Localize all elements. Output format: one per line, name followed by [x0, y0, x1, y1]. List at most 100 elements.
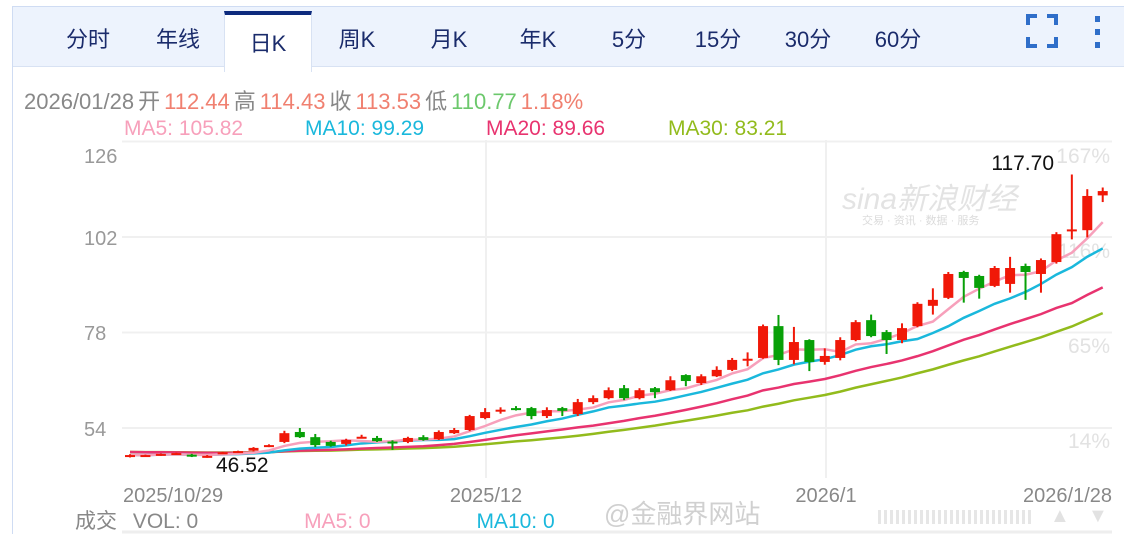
ma20-line: [129, 286, 1104, 455]
candle-body: [989, 268, 1000, 286]
candle-body: [603, 390, 614, 399]
candle-body: [1035, 260, 1046, 274]
tab-0[interactable]: 分时: [65, 27, 110, 52]
volume-label: 成交: [75, 510, 117, 533]
candle-body: [418, 437, 429, 440]
candle-body: [341, 439, 352, 444]
candle-body: [819, 355, 830, 362]
candle-body: [526, 408, 537, 417]
candle-body: [758, 326, 769, 358]
candle-body: [356, 436, 367, 439]
candle-body: [958, 271, 969, 278]
candle-body: [279, 433, 290, 442]
candle-body: [696, 376, 707, 384]
pct-tick-label: 116%: [1058, 240, 1110, 263]
ohlc-info: 2026/01/28 开 112.44 高 114.43 收 113.53 低 110.77 1.…: [24, 84, 587, 116]
candle-body: [449, 429, 460, 434]
candle-body: [433, 431, 444, 440]
candle-body: [649, 388, 660, 393]
tab-4[interactable]: 月K: [430, 27, 468, 52]
candle-body: [927, 299, 938, 306]
more-vertical-icon[interactable]: [1093, 16, 1103, 50]
candle-body: [310, 437, 321, 446]
close-value: 113.53: [355, 89, 422, 114]
scroll-down-icon[interactable]: ▼: [1088, 505, 1108, 527]
ma30-legend: MA30: 83.21: [668, 117, 788, 140]
candle-body: [202, 455, 213, 458]
candle-body: [773, 326, 784, 360]
candle-body: [402, 437, 413, 442]
candle-body: [387, 441, 398, 444]
candle-body: [186, 454, 197, 457]
ma10-legend: MA10: 99.29: [305, 117, 425, 140]
fullscreen-icon[interactable]: [1026, 14, 1058, 48]
candle-body: [1005, 268, 1016, 284]
candle-body: [912, 303, 923, 327]
candle-body: [881, 332, 892, 341]
tab-9[interactable]: 60分: [874, 27, 922, 52]
y-tick-label: 126: [84, 146, 117, 168]
candle-body: [1097, 191, 1108, 196]
vol-ma10: MA10: 0: [476, 510, 555, 533]
candle-body: [511, 408, 521, 411]
tab-5[interactable]: 年K: [519, 27, 557, 52]
date: 2026/01/28: [24, 89, 135, 114]
ma5-line: [130, 221, 1104, 457]
candle-body: [248, 447, 259, 451]
tab-6[interactable]: 5分: [611, 27, 647, 52]
y-tick-label: 102: [84, 228, 117, 250]
candle-body: [1066, 229, 1077, 232]
candle-body: [850, 322, 861, 341]
candle-body: [711, 369, 722, 377]
candle-body: [588, 398, 599, 403]
scroll-up-icon[interactable]: ▲: [1050, 505, 1070, 527]
x-tick-label: 2026/1/28: [1023, 485, 1112, 507]
ma20-legend: MA20: 89.66: [486, 117, 606, 140]
tab-2[interactable]: 日K: [224, 11, 312, 72]
high-value: 114.43: [259, 89, 326, 114]
close-label: 收: [329, 89, 352, 114]
low-label: 低: [425, 89, 448, 114]
volume-legend: 成交 VOL: 0 MA5: 0 MA10: 0: [75, 505, 555, 535]
pct-tick-label: 14%: [1068, 430, 1110, 453]
vol-ma5: MA5: 0: [304, 510, 371, 533]
change-pct: 1.18%: [520, 89, 584, 114]
candle-body: [943, 273, 954, 298]
candle-body: [263, 445, 274, 448]
candle-body: [634, 390, 645, 399]
candle-body: [897, 328, 907, 341]
volume-scrollbar[interactable]: [878, 510, 1032, 524]
x-tick-label: 2025/10/29: [123, 485, 223, 507]
candle-body: [974, 275, 985, 288]
min-price-label: 46.52: [216, 454, 269, 477]
y-tick-label: 54: [84, 419, 106, 441]
candle-body: [140, 455, 151, 458]
x-tick-label: 2025/12: [450, 485, 522, 507]
tab-1[interactable]: 年线: [155, 27, 200, 52]
candle-body: [480, 412, 491, 419]
candle-body: [464, 416, 475, 430]
open-value: 112.44: [164, 89, 230, 114]
period-tab-bar: [13, 7, 1124, 67]
pct-tick-label: 65%: [1068, 335, 1110, 358]
candle-body: [217, 452, 228, 455]
candle-body: [804, 340, 815, 362]
tab-7[interactable]: 15分: [694, 27, 742, 52]
candle-body: [495, 409, 506, 412]
candle-body: [541, 410, 552, 417]
high-label: 高: [233, 89, 256, 114]
max-price-label: 117.70: [991, 152, 1054, 175]
ma10-line: [130, 247, 1104, 457]
candle-body: [1020, 266, 1031, 272]
chart-frame: [12, 6, 1124, 534]
candle-body: [572, 402, 583, 415]
open-label: 开: [138, 89, 161, 114]
ma5-legend: MA5: 105.82: [124, 117, 244, 140]
candle-body: [155, 453, 166, 456]
candle-body: [557, 408, 568, 411]
candle-body: [294, 431, 305, 438]
tab-3[interactable]: 周K: [338, 27, 376, 52]
tab-8[interactable]: 30分: [784, 27, 832, 52]
pct-tick-label: 167%: [1056, 145, 1110, 168]
